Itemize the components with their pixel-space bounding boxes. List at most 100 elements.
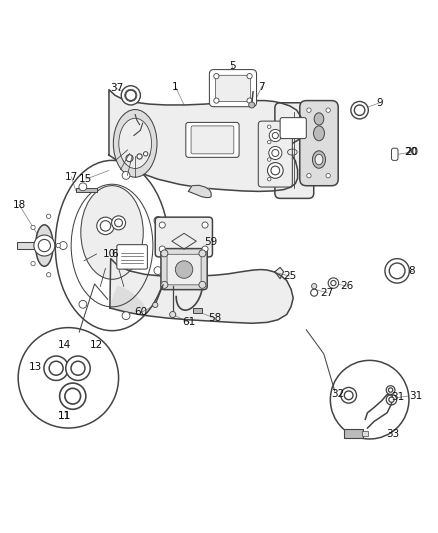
Circle shape — [268, 177, 271, 181]
Text: 27: 27 — [321, 288, 334, 298]
Polygon shape — [110, 259, 293, 323]
Circle shape — [249, 102, 255, 108]
Polygon shape — [109, 286, 145, 312]
FancyBboxPatch shape — [186, 123, 239, 157]
Text: 31: 31 — [409, 391, 422, 401]
Circle shape — [331, 280, 336, 286]
Circle shape — [161, 281, 168, 288]
Text: 17: 17 — [65, 172, 78, 182]
Circle shape — [269, 147, 282, 159]
Circle shape — [268, 125, 271, 128]
FancyBboxPatch shape — [161, 248, 207, 289]
Circle shape — [386, 386, 395, 394]
Circle shape — [385, 259, 410, 283]
Text: 15: 15 — [79, 174, 92, 184]
Bar — [76, 188, 97, 192]
Circle shape — [122, 172, 130, 179]
Text: 25: 25 — [283, 271, 297, 281]
Ellipse shape — [315, 154, 323, 165]
Text: 58: 58 — [208, 313, 221, 323]
Text: 10: 10 — [102, 249, 116, 259]
Text: 9: 9 — [376, 98, 383, 108]
Circle shape — [141, 149, 150, 158]
Circle shape — [272, 133, 279, 139]
Circle shape — [56, 244, 60, 248]
Text: 12: 12 — [90, 340, 103, 350]
Circle shape — [65, 389, 81, 404]
Circle shape — [159, 222, 165, 228]
Circle shape — [79, 300, 87, 308]
FancyBboxPatch shape — [155, 217, 212, 257]
Circle shape — [268, 140, 271, 144]
Circle shape — [100, 221, 111, 231]
Ellipse shape — [312, 151, 325, 168]
Text: 31: 31 — [392, 392, 405, 402]
Circle shape — [137, 154, 142, 159]
Ellipse shape — [113, 110, 157, 177]
Circle shape — [121, 86, 141, 105]
Circle shape — [214, 74, 219, 79]
Circle shape — [126, 155, 133, 161]
Bar — [17, 242, 46, 249]
Circle shape — [49, 361, 63, 375]
Circle shape — [66, 356, 90, 381]
Circle shape — [115, 219, 123, 227]
Bar — [344, 430, 363, 438]
Circle shape — [159, 246, 165, 252]
Text: 32: 32 — [332, 390, 345, 399]
Text: 5: 5 — [229, 61, 235, 71]
Circle shape — [125, 89, 137, 101]
FancyBboxPatch shape — [215, 75, 251, 101]
Circle shape — [60, 383, 86, 409]
Bar — [193, 308, 202, 313]
FancyBboxPatch shape — [392, 148, 398, 160]
Circle shape — [38, 239, 50, 252]
Circle shape — [351, 101, 368, 119]
Polygon shape — [172, 233, 196, 249]
Circle shape — [199, 281, 206, 288]
Polygon shape — [109, 90, 303, 191]
Polygon shape — [280, 111, 303, 190]
Text: 14: 14 — [57, 340, 71, 350]
Circle shape — [44, 356, 68, 381]
Text: 26: 26 — [340, 281, 353, 291]
Circle shape — [389, 397, 394, 402]
Circle shape — [341, 387, 357, 403]
Circle shape — [386, 394, 397, 405]
FancyBboxPatch shape — [258, 121, 292, 187]
Circle shape — [269, 130, 282, 142]
Circle shape — [126, 90, 136, 101]
Text: 59: 59 — [205, 238, 218, 247]
FancyBboxPatch shape — [280, 118, 306, 139]
Circle shape — [122, 312, 130, 320]
Circle shape — [123, 152, 136, 165]
Circle shape — [354, 105, 365, 116]
Circle shape — [34, 235, 55, 256]
Circle shape — [97, 217, 114, 235]
Text: 20: 20 — [405, 147, 418, 157]
Text: 7: 7 — [258, 82, 265, 92]
Circle shape — [344, 391, 353, 400]
Circle shape — [175, 261, 193, 278]
Circle shape — [199, 250, 206, 257]
Polygon shape — [275, 268, 284, 279]
Circle shape — [247, 98, 252, 103]
Text: 11: 11 — [57, 411, 71, 421]
Circle shape — [154, 266, 162, 274]
Circle shape — [271, 166, 280, 175]
Circle shape — [59, 241, 67, 249]
Circle shape — [79, 183, 87, 191]
Circle shape — [46, 214, 51, 219]
Circle shape — [202, 222, 208, 228]
FancyBboxPatch shape — [191, 126, 234, 154]
Circle shape — [311, 284, 317, 289]
Circle shape — [307, 174, 311, 178]
Ellipse shape — [81, 185, 143, 279]
Circle shape — [268, 158, 271, 161]
Text: 18: 18 — [12, 199, 26, 209]
Circle shape — [268, 163, 283, 179]
Text: 13: 13 — [29, 362, 42, 372]
Text: 33: 33 — [386, 429, 399, 439]
Text: 1: 1 — [172, 82, 179, 92]
Circle shape — [46, 272, 51, 277]
